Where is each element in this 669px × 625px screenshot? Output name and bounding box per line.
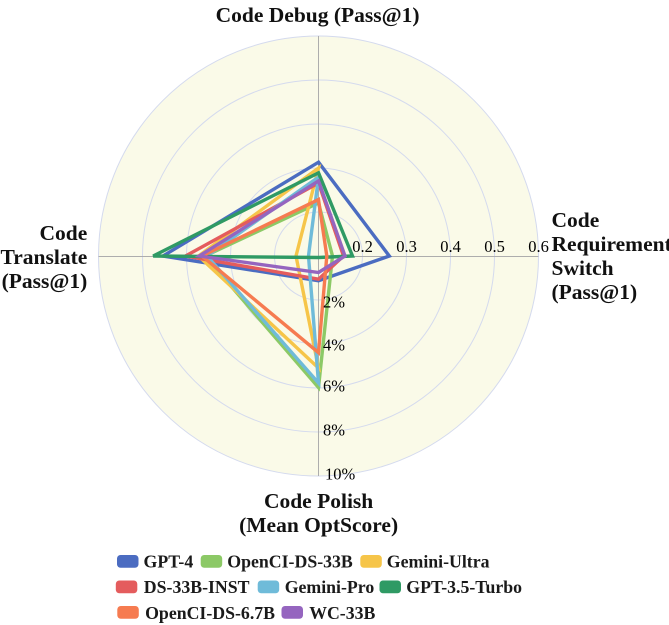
svg-text:Switch: Switch — [552, 256, 614, 280]
svg-text:OpenCI-DS-33B: OpenCI-DS-33B — [227, 552, 353, 572]
svg-text:Requirement: Requirement — [552, 232, 669, 256]
svg-text:DS-33B-INST: DS-33B-INST — [144, 577, 250, 597]
svg-text:Gemini-Pro: Gemini-Pro — [285, 577, 375, 597]
svg-text:0.5: 0.5 — [484, 237, 505, 256]
svg-text:OpenCI-DS-6.7B: OpenCI-DS-6.7B — [145, 603, 275, 623]
svg-text:(Mean OptScore): (Mean OptScore) — [239, 513, 398, 537]
svg-text:(Pass@1): (Pass@1) — [552, 280, 638, 304]
svg-text:Translate: Translate — [1, 245, 88, 269]
svg-text:Code: Code — [40, 221, 88, 245]
svg-text:0.2: 0.2 — [352, 237, 373, 256]
svg-text:GPT-3.5-Turbo: GPT-3.5-Turbo — [406, 577, 522, 597]
svg-text:0.3: 0.3 — [396, 237, 417, 256]
svg-text:Gemini-Ultra: Gemini-Ultra — [387, 552, 490, 572]
svg-text:6%: 6% — [323, 377, 345, 396]
svg-text:10%: 10% — [325, 465, 356, 484]
svg-text:4%: 4% — [323, 336, 345, 355]
svg-text:8%: 8% — [323, 421, 345, 440]
svg-text:Code: Code — [552, 208, 600, 232]
svg-text:0.6: 0.6 — [528, 237, 549, 256]
svg-text:Code Debug (Pass@1): Code Debug (Pass@1) — [216, 3, 420, 27]
svg-text:GPT-4: GPT-4 — [144, 552, 194, 572]
svg-text:WC-33B: WC-33B — [309, 603, 375, 623]
svg-text:0.4: 0.4 — [440, 237, 461, 256]
svg-text:Code Polish: Code Polish — [264, 489, 373, 513]
svg-text:2%: 2% — [323, 293, 345, 312]
svg-text:(Pass@1): (Pass@1) — [2, 269, 88, 293]
